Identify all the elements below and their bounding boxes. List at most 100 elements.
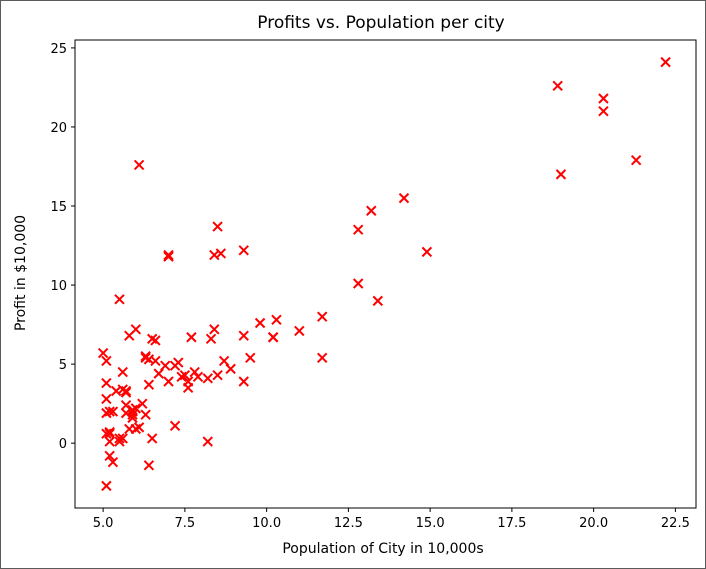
data-point-marker — [169, 420, 181, 431]
data-point-marker — [238, 330, 249, 341]
data-point-marker — [140, 352, 151, 364]
x-tick-label: 10.0 — [252, 516, 281, 531]
data-point-marker — [238, 245, 249, 256]
plot-area — [74, 39, 697, 509]
data-point-marker — [163, 251, 174, 262]
data-point-marker — [137, 398, 148, 409]
data-point-marker — [254, 317, 266, 329]
x-tick-label: 12.5 — [334, 516, 363, 531]
data-point-marker — [398, 192, 410, 204]
data-point-marker — [133, 159, 145, 171]
data-point-marker — [107, 406, 119, 417]
data-point-marker — [130, 423, 142, 435]
data-point-marker — [598, 105, 609, 117]
data-point-marker — [120, 385, 132, 397]
x-tick-label: 20.0 — [579, 516, 608, 531]
data-point-marker — [238, 376, 249, 387]
data-point-marker — [186, 332, 197, 343]
data-point-marker — [150, 335, 161, 346]
data-point-marker — [294, 325, 305, 337]
data-point-marker — [101, 377, 112, 389]
y-tick-label: 25 — [50, 42, 67, 57]
data-point-marker — [317, 352, 328, 364]
data-point-marker — [114, 436, 125, 447]
data-point-marker — [114, 433, 125, 444]
y-tick-label: 0 — [59, 437, 67, 452]
x-tick-label: 22.5 — [661, 516, 690, 531]
y-axis-label: Profit in $10,000 — [13, 215, 29, 331]
data-point-marker — [192, 371, 204, 382]
data-point-marker — [133, 422, 145, 433]
data-point-marker — [143, 379, 155, 390]
data-point-marker — [101, 393, 112, 405]
data-point-marker — [130, 403, 142, 414]
y-tick-label: 5 — [59, 358, 67, 373]
data-point-marker — [245, 352, 256, 364]
x-tick-label: 15.0 — [416, 516, 445, 531]
data-point-marker — [598, 93, 609, 104]
data-point-marker — [225, 363, 236, 375]
data-point-marker — [317, 311, 328, 322]
data-point-marker — [163, 376, 174, 387]
data-point-marker — [146, 433, 158, 444]
data-point-marker — [271, 314, 282, 326]
data-point-marker — [421, 246, 433, 258]
data-point-marker — [176, 371, 187, 382]
data-point-marker — [352, 278, 364, 289]
x-tick-label: 7.5 — [175, 516, 196, 531]
data-point-marker — [97, 347, 109, 359]
data-point-marker — [150, 355, 161, 367]
data-point-marker — [146, 333, 158, 345]
data-point-marker — [212, 369, 223, 381]
data-point-marker — [127, 409, 138, 420]
y-tick-label: 15 — [50, 200, 67, 215]
data-point-marker — [104, 428, 115, 439]
data-point-marker — [169, 360, 181, 371]
data-point-marker — [117, 366, 128, 378]
data-point-marker — [630, 154, 642, 166]
data-point-marker — [267, 332, 279, 343]
data-point-marker — [182, 376, 194, 387]
data-point-marker — [140, 409, 151, 420]
data-point-marker — [127, 412, 138, 424]
y-axis: 0 5 10 15 20 25 — [50, 42, 75, 452]
data-point-marker — [205, 333, 217, 345]
data-point-marker — [352, 224, 364, 235]
data-point-marker — [215, 248, 227, 259]
data-point-marker — [189, 366, 200, 378]
data-point-marker — [130, 324, 142, 335]
chart-title: Profits vs. Population per city — [257, 13, 505, 33]
data-point-marker — [107, 456, 119, 468]
y-tick-label: 10 — [50, 279, 67, 294]
y-tick-label: 20 — [50, 121, 67, 136]
data-point-marker — [104, 436, 115, 447]
data-point-marker — [104, 450, 115, 462]
data-point-marker — [153, 368, 164, 379]
x-axis: 5.0 7.5 10.0 12.5 15.0 17.5 20.0 22.5 — [93, 508, 690, 531]
data-point-marker — [101, 428, 112, 439]
data-point-marker — [555, 169, 567, 180]
x-tick-label: 17.5 — [497, 516, 526, 531]
data-point-marker — [101, 480, 112, 492]
data-point-marker — [372, 295, 384, 307]
data-point-marker — [104, 406, 115, 417]
data-point-marker — [104, 426, 115, 438]
data-point-marker — [163, 249, 174, 261]
x-tick-label: 5.0 — [93, 516, 114, 531]
x-axis-label: Population of City in 10,000s — [282, 541, 483, 557]
data-point-marker — [140, 351, 151, 362]
data-point-marker — [202, 436, 213, 447]
data-point-marker — [202, 373, 213, 384]
data-point-marker — [660, 56, 671, 68]
data-point-marker — [114, 294, 125, 305]
data-point-marker — [209, 324, 220, 335]
data-point-marker — [552, 80, 563, 92]
data-point-marker — [117, 384, 128, 395]
data-points — [97, 56, 671, 492]
data-point-marker — [101, 355, 112, 367]
data-point-marker — [143, 460, 155, 471]
data-point-marker — [212, 221, 223, 232]
data-point-marker — [366, 205, 377, 216]
